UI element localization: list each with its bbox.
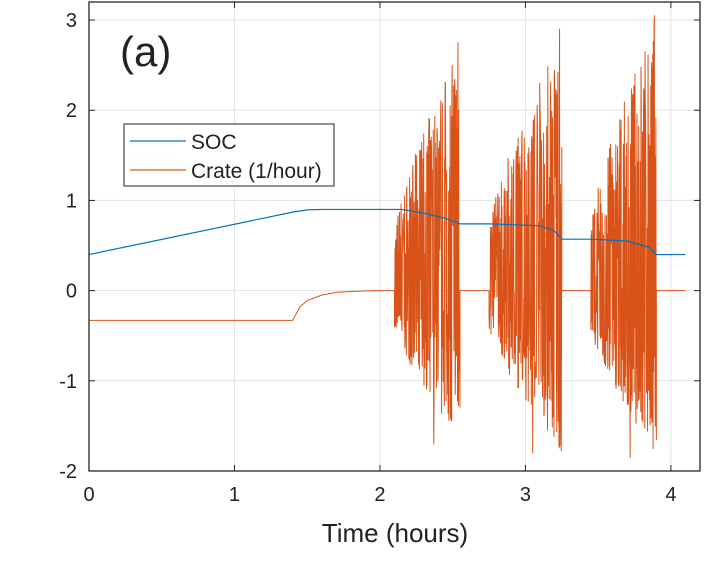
y-tick-label: 1 bbox=[66, 190, 77, 212]
ticks: 0 1 2 3 4 -2 -1 0 1 2 3 bbox=[59, 2, 700, 506]
axes-frame bbox=[88, 1, 701, 472]
y-tick-label: -1 bbox=[59, 371, 77, 393]
x-axis-label: Time (hours) bbox=[322, 518, 468, 548]
legend-label-crate: Crate (1/hour) bbox=[191, 160, 322, 183]
x-tick-label: 2 bbox=[374, 484, 385, 506]
x-tick-label: 1 bbox=[229, 484, 240, 506]
crate-line bbox=[89, 15, 686, 458]
legend: SOC Crate (1/hour) bbox=[123, 123, 335, 187]
y-tick-label: 3 bbox=[66, 10, 77, 32]
panel-label: (a) bbox=[120, 28, 171, 75]
x-tick-label: 3 bbox=[520, 484, 531, 506]
y-tick-label: -2 bbox=[59, 461, 77, 483]
legend-label-soc: SOC bbox=[191, 131, 237, 154]
series-layer bbox=[88, 15, 686, 458]
y-tick-label: 0 bbox=[66, 281, 77, 303]
x-tick-label: 4 bbox=[665, 484, 676, 506]
legend-box bbox=[123, 123, 335, 187]
x-tick-label: 0 bbox=[83, 484, 94, 506]
soc-line bbox=[88, 208, 686, 256]
y-tick-label: 2 bbox=[66, 100, 77, 122]
